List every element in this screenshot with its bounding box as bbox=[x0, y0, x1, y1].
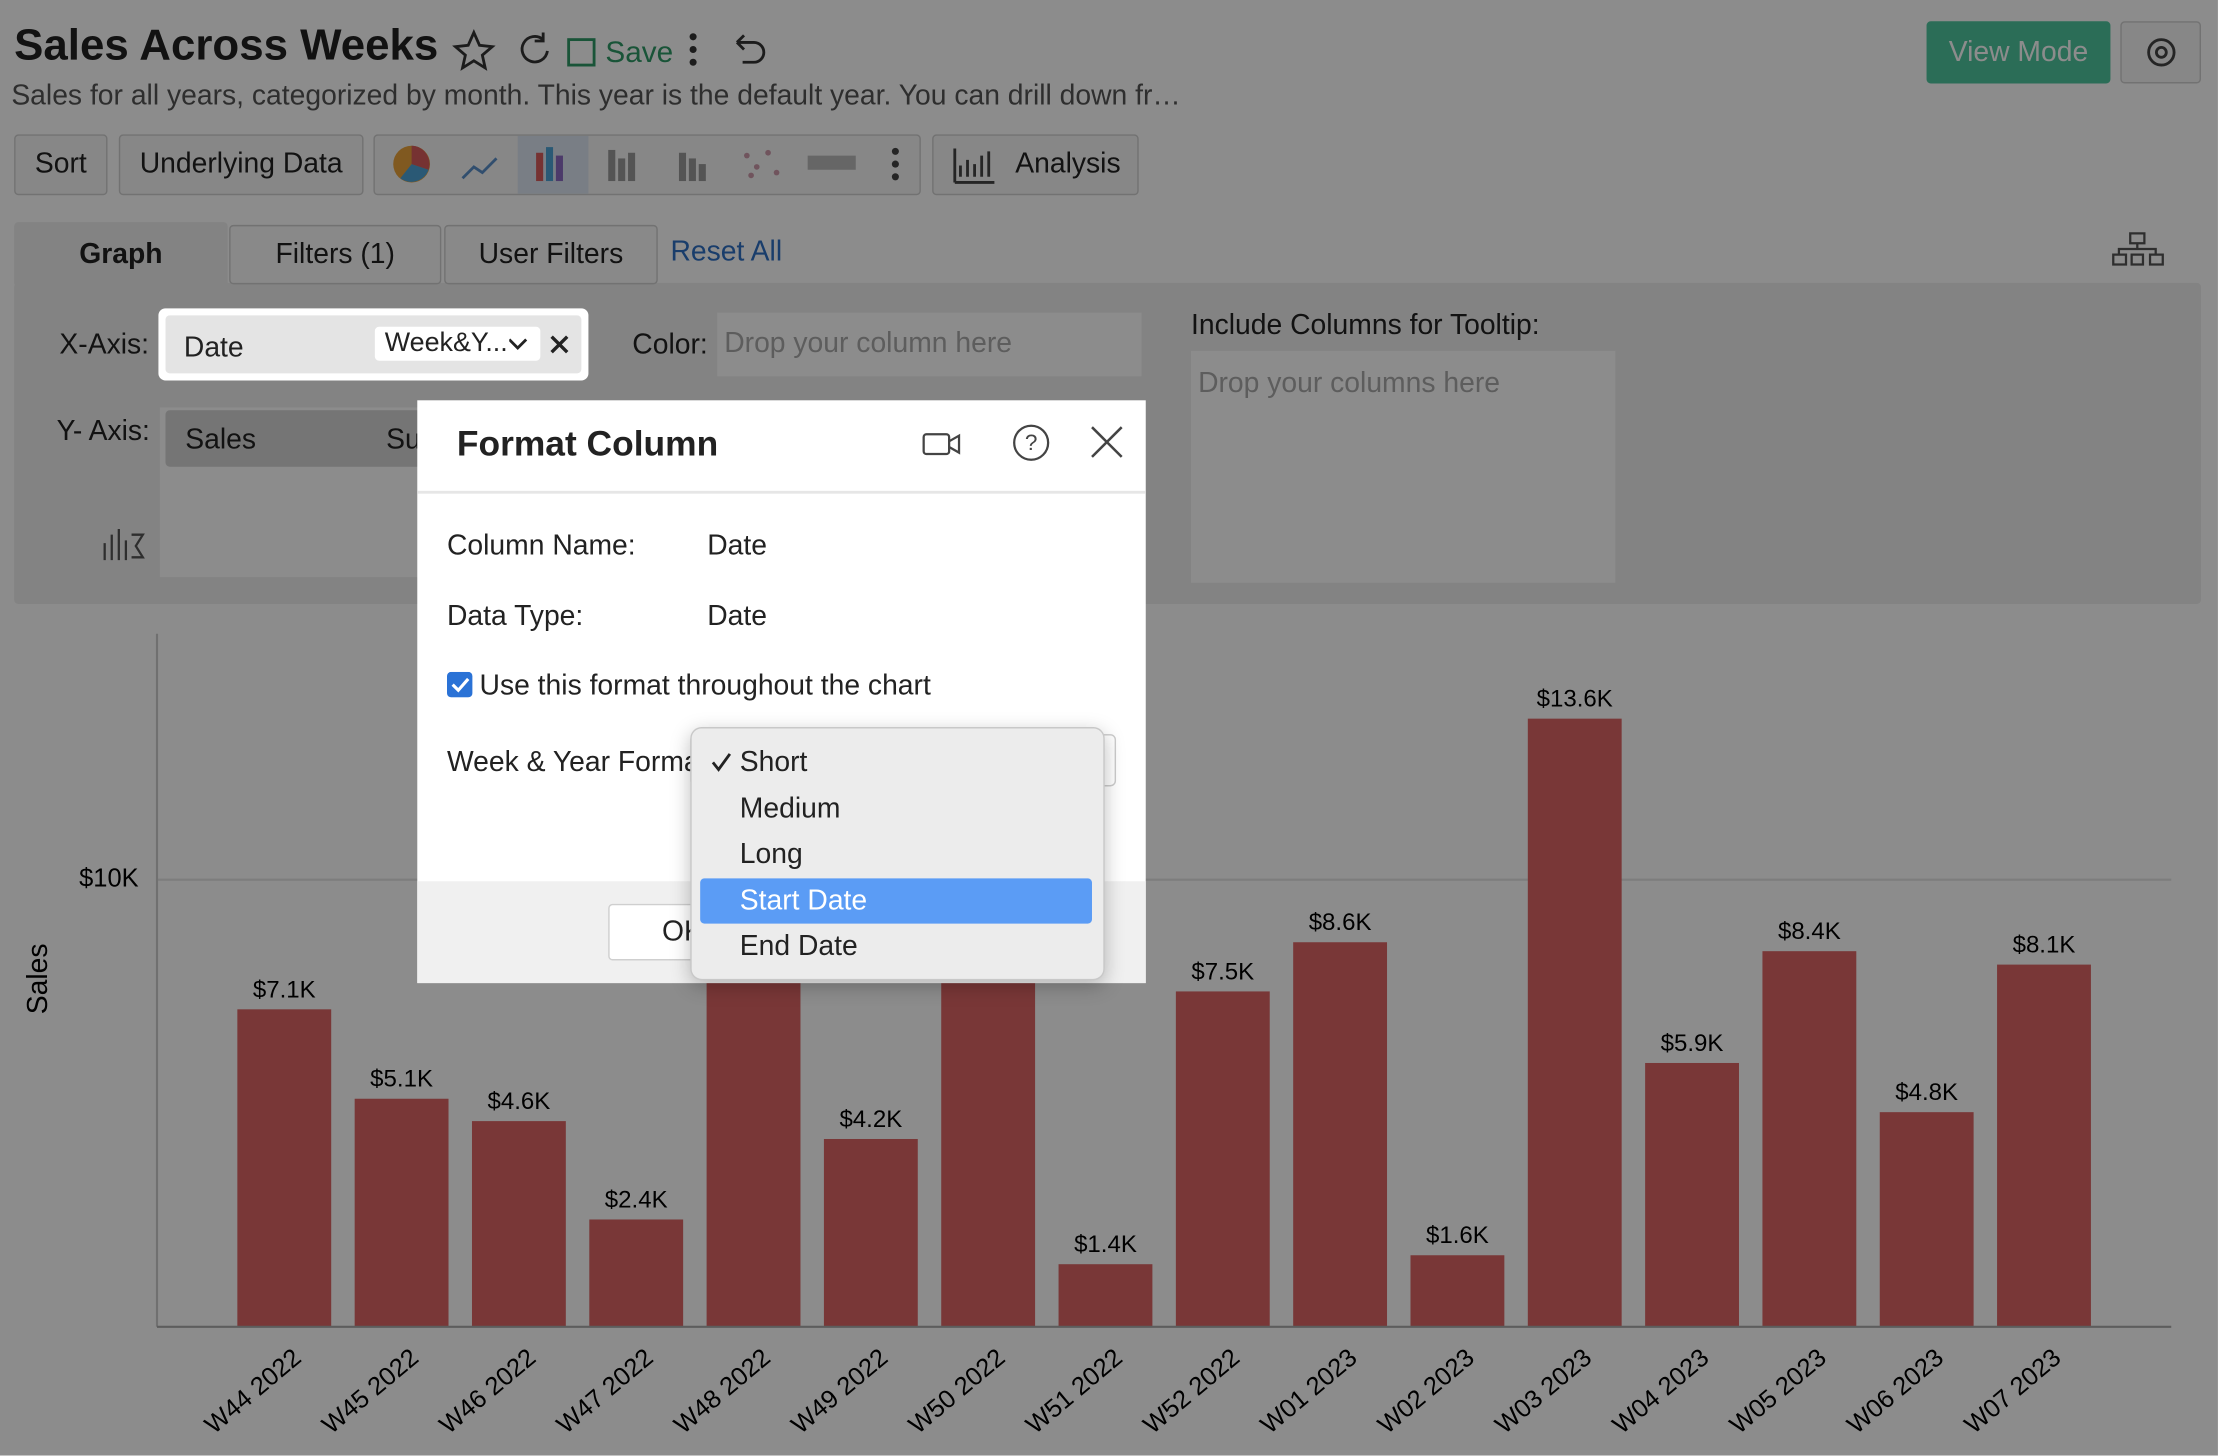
dropdown-option[interactable]: Medium bbox=[700, 786, 1092, 831]
check-mark bbox=[710, 751, 733, 774]
option-label: Short bbox=[740, 747, 808, 778]
field-value: Date bbox=[707, 530, 767, 563]
field-label: Column Name: bbox=[447, 530, 636, 563]
option-label: End Date bbox=[740, 931, 858, 962]
dialog-icons: ? bbox=[919, 420, 1131, 468]
dropdown-option[interactable]: Long bbox=[700, 832, 1092, 877]
chip-controls bbox=[509, 334, 571, 357]
field-label: Data Type: bbox=[447, 601, 583, 634]
x-column-chip[interactable]: Date Week&Y... bbox=[165, 315, 581, 373]
close-icon[interactable] bbox=[1092, 427, 1122, 457]
checkbox[interactable] bbox=[447, 672, 472, 697]
option-label: Long bbox=[740, 839, 803, 870]
x-axis-highlight: Date Week&Y... bbox=[158, 308, 588, 380]
dropdown-option[interactable]: End Date bbox=[700, 924, 1092, 969]
remove-icon[interactable] bbox=[552, 337, 568, 353]
dropdown-option[interactable]: Start Date bbox=[700, 878, 1092, 923]
x-column: Date bbox=[184, 332, 244, 365]
option-label: Start Date bbox=[740, 885, 867, 916]
dropdown-option[interactable]: Short bbox=[700, 740, 1092, 785]
checkbox-label: Use this format throughout the chart bbox=[480, 670, 931, 703]
option-label: Medium bbox=[740, 793, 841, 824]
svg-text:?: ? bbox=[1025, 430, 1038, 455]
field-value: Date bbox=[707, 601, 767, 634]
dialog-divider bbox=[417, 491, 1145, 494]
dialog-title: Format Column bbox=[457, 424, 718, 465]
format-dropdown: Short Medium Long Start Date End Date bbox=[690, 727, 1104, 980]
field-label: Week & Year Format bbox=[447, 747, 708, 780]
video-icon[interactable] bbox=[924, 434, 949, 454]
